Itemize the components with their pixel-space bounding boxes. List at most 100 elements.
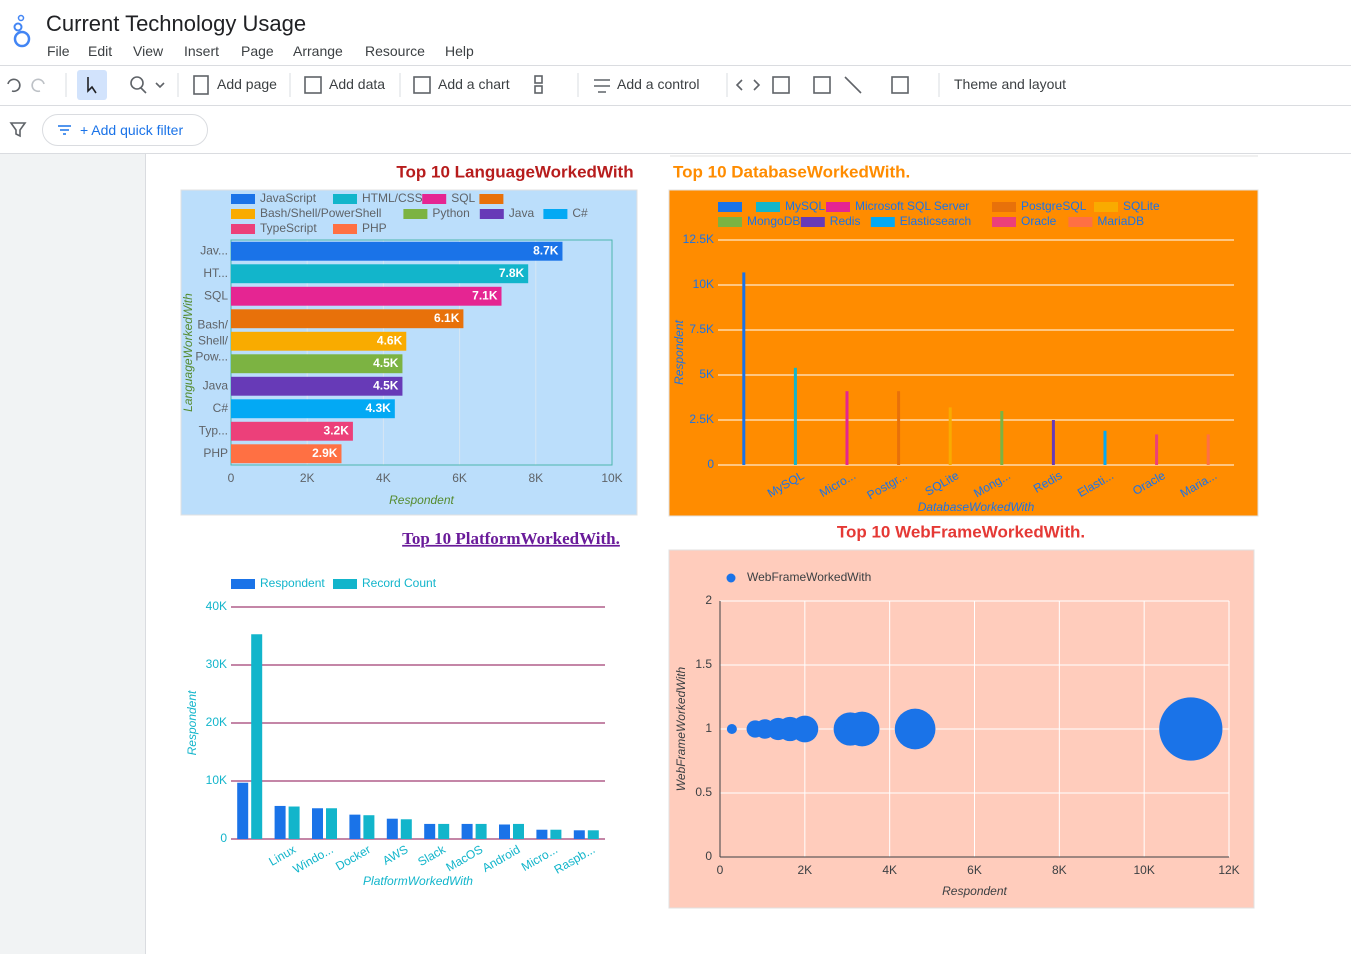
- data-label: 7.8K: [499, 266, 525, 280]
- y-tick-label: 0: [705, 849, 712, 863]
- toolbar-button[interactable]: Add page: [217, 76, 277, 92]
- bar: [231, 399, 395, 419]
- data-label: 4.3K: [365, 401, 391, 415]
- logo: [13, 14, 31, 48]
- quick-filter-button[interactable]: + Add quick filter: [42, 114, 208, 146]
- legend-swatch: [231, 579, 255, 589]
- x-tick-label: 0: [717, 863, 724, 877]
- filter-icon: [9, 122, 27, 138]
- legend-label: MongoDB: [747, 214, 800, 228]
- bar: [461, 823, 473, 839]
- legend-label: Elasticsearch: [900, 214, 971, 228]
- bar: [475, 823, 487, 839]
- x-axis-title: PlatformWorkedWith: [363, 874, 473, 888]
- toolbar-icons: [7, 70, 940, 100]
- legend-label: MariaDB: [1097, 214, 1144, 228]
- legend-label: WebFrameWorkedWith: [747, 570, 871, 584]
- menu-item[interactable]: Insert: [184, 43, 220, 59]
- toolbar-button[interactable]: Add data: [329, 76, 386, 92]
- toolbar-button[interactable]: Add a chart: [438, 76, 510, 92]
- legend-label: TypeScript: [260, 221, 317, 235]
- legend-swatch: [870, 217, 895, 227]
- bar: [536, 829, 548, 839]
- y-tick-label: HT...: [203, 266, 228, 280]
- y-tick-label: 1: [705, 721, 712, 735]
- chart-title: Top 10 WebFrameWorkedWith.: [837, 522, 1085, 541]
- bar: [400, 819, 412, 839]
- menu-item[interactable]: View: [133, 43, 164, 59]
- y-tick-label: Bash/Shell/Pow...: [195, 317, 228, 363]
- toolbar-button[interactable]: Theme and layout: [954, 76, 1067, 92]
- y-tick-label: 20K: [206, 715, 227, 729]
- toolbar-button[interactable]: Add a control: [617, 76, 700, 92]
- menu-item[interactable]: Arrange: [293, 43, 343, 59]
- bar: [251, 634, 263, 839]
- y-tick-label: 0: [220, 831, 227, 845]
- bar: [499, 824, 510, 839]
- bar: [231, 309, 464, 329]
- bar: [742, 272, 746, 465]
- x-tick-label: Raspb...: [552, 842, 598, 876]
- bar: [1000, 411, 1004, 465]
- charts: Top 10 LanguageWorkedWith 0 2K 4K 6K 8K 10K 8.7…: [180, 155, 1259, 909]
- legend-swatch: [992, 202, 1016, 212]
- y-tick-label: SQL: [204, 288, 228, 302]
- menu-item[interactable]: File: [47, 43, 70, 59]
- bar: [231, 421, 353, 441]
- x-axis-title: Respondent: [389, 493, 454, 507]
- bar: [424, 823, 436, 839]
- legend-swatch: [800, 217, 825, 227]
- x-tick-label: 12K: [1218, 863, 1239, 877]
- y-tick-label: 30K: [206, 657, 227, 671]
- menu-item[interactable]: Help: [445, 43, 474, 59]
- y-axis-title: Respondent: [672, 319, 686, 384]
- x-tick-label: 0: [228, 471, 235, 485]
- menu-item[interactable]: Page: [241, 43, 274, 59]
- chart-title: Top 10 DatabaseWorkedWith.: [673, 162, 910, 181]
- y-tick-label: 2: [705, 593, 712, 607]
- legend-label: Record Count: [362, 576, 437, 590]
- y-tick-label: Java: [203, 378, 229, 392]
- data-label: 2.9K: [312, 446, 338, 460]
- bar: [349, 814, 361, 839]
- y-tick-label: PHP: [203, 446, 228, 460]
- bar: [793, 367, 797, 465]
- quick-filter-icon: [58, 125, 71, 135]
- y-axis-title: Respondent: [185, 690, 199, 755]
- legend-swatch: [231, 224, 255, 234]
- legend-label: Oracle: [1021, 214, 1057, 228]
- menu-item[interactable]: Resource: [365, 43, 425, 59]
- x-axis-title: DatabaseWorkedWith: [918, 500, 1035, 514]
- bar: [386, 818, 398, 839]
- bar: [550, 829, 562, 839]
- bar: [231, 331, 407, 351]
- plot-border: [230, 239, 613, 466]
- y-axis-title: WebFrameWorkedWith: [674, 666, 688, 791]
- quick-filter-label[interactable]: + Add quick filter: [80, 122, 184, 138]
- chart-background: [668, 189, 1259, 517]
- menu-item[interactable]: Edit: [88, 43, 113, 59]
- legend-swatch: [231, 209, 255, 219]
- header: Current Technology Usage File Edit View …: [0, 0, 1351, 66]
- y-tick-label: 0.5: [695, 785, 712, 799]
- legend-swatch: [718, 217, 742, 227]
- y-tick-label: Jav...: [200, 243, 228, 257]
- data-label: 4.6K: [377, 333, 403, 347]
- bar: [363, 815, 375, 839]
- bar: [288, 806, 300, 839]
- legend-swatch: [543, 209, 568, 219]
- x-axis-title: Respondent: [942, 884, 1007, 898]
- data-label: 7.1K: [472, 288, 498, 302]
- legend-swatch: [231, 194, 255, 204]
- legend-label: MySQL: [785, 199, 825, 213]
- legend-label: JavaScript: [260, 191, 317, 205]
- legend-label: Microsoft SQL Server: [855, 199, 969, 213]
- bar: [231, 286, 502, 306]
- legend-swatch: [479, 209, 504, 219]
- x-tick-label: 10K: [1133, 863, 1154, 877]
- bar: [1155, 434, 1159, 465]
- x-tick-label: 8K: [1052, 863, 1067, 877]
- canvas-margin: [0, 154, 146, 954]
- legend-swatch: [756, 202, 780, 212]
- toolbar: Add page Add data Add a chart Add a cont…: [0, 65, 1351, 106]
